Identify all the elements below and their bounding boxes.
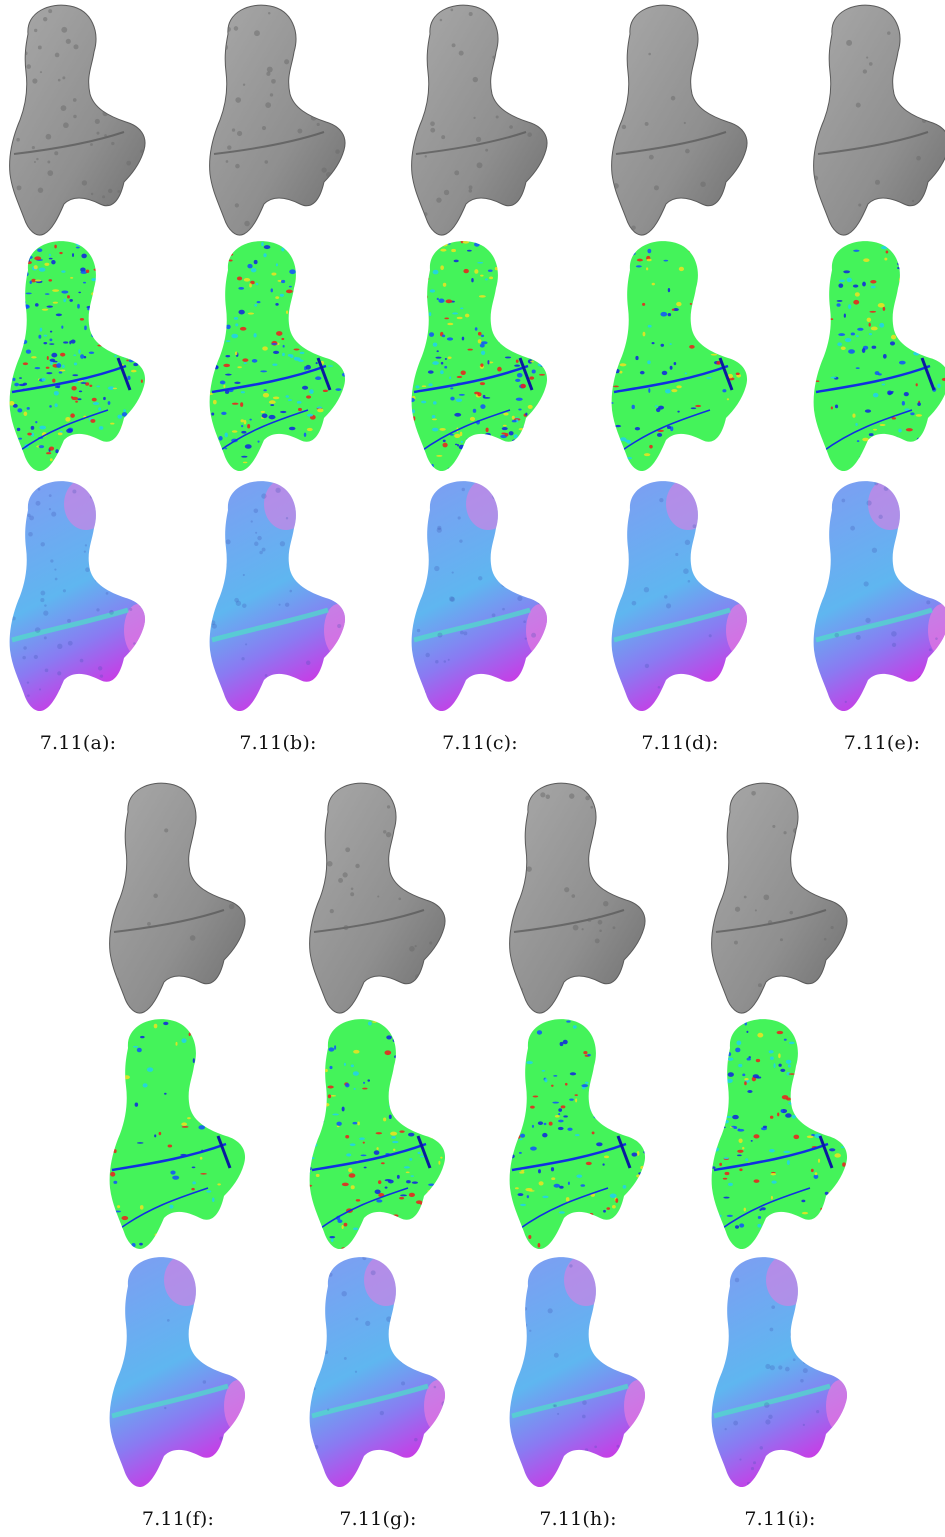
panel-e-normal-map xyxy=(813,481,945,711)
caption-f: 7.11(f): xyxy=(141,1508,215,1530)
panel-c-curvature-map xyxy=(411,241,548,472)
panel-a-shaded-mesh xyxy=(9,4,146,236)
panel-d-curvature-map xyxy=(611,241,748,472)
bone-shaded-surface xyxy=(209,4,346,236)
panel-e-curvature-map xyxy=(813,241,945,472)
panel-b-curvature-map xyxy=(209,241,346,472)
bone-ridge xyxy=(415,131,527,155)
bone-shaded-surface xyxy=(611,4,748,236)
bone-curvature-surface xyxy=(611,241,748,472)
panel-i-curvature-map xyxy=(711,1019,848,1250)
bone-curvature-surface xyxy=(9,241,146,472)
bone-curvature-surface xyxy=(209,241,346,472)
bone-shaded-surface xyxy=(509,782,646,1014)
bone-shaded-surface xyxy=(411,4,548,236)
panel-c-normal-map xyxy=(411,481,548,712)
panel-b-shaded-mesh xyxy=(209,4,346,236)
bone-ridge xyxy=(313,909,425,933)
bone-curvature-surface xyxy=(109,1019,246,1250)
caption-e: 7.11(e): xyxy=(843,732,921,754)
bone-normal-surface xyxy=(611,481,748,712)
bone-normal-surface xyxy=(109,1257,246,1488)
panel-h-shaded-mesh xyxy=(509,782,646,1014)
panel-g-shaded-mesh xyxy=(309,782,446,1014)
panel-d-normal-map xyxy=(611,481,748,712)
bone-curvature-surface xyxy=(411,241,548,472)
bone-normal-surface xyxy=(209,481,346,712)
caption-c: 7.11(c): xyxy=(442,732,518,754)
bone-normal-surface xyxy=(309,1257,446,1488)
bone-shaded-surface xyxy=(309,782,446,1014)
panel-c-shaded-mesh xyxy=(411,4,548,236)
bone-ridge xyxy=(13,131,125,155)
bone-curvature-surface xyxy=(711,1019,848,1250)
bone-ridge xyxy=(213,131,325,155)
panel-g-normal-map xyxy=(309,1257,446,1488)
caption-h: 7.11(h): xyxy=(539,1508,617,1530)
bone-shaded-surface xyxy=(711,782,848,1014)
caption-d: 7.11(d): xyxy=(641,732,719,754)
panel-b-normal-map xyxy=(209,481,346,712)
bone-ridge xyxy=(113,909,225,933)
bone-normal-surface xyxy=(813,481,945,711)
bone-ridge xyxy=(513,909,625,933)
bone-normal-surface xyxy=(711,1257,848,1488)
panel-i-normal-map xyxy=(711,1257,848,1488)
panel-f-curvature-map xyxy=(109,1019,246,1250)
bone-shaded-surface xyxy=(109,782,246,1014)
bone-curvature-surface xyxy=(813,241,945,471)
panel-a-curvature-map xyxy=(9,241,146,472)
panel-f-shaded-mesh xyxy=(109,782,246,1014)
bone-ridge xyxy=(817,131,929,155)
bone-shaded-surface xyxy=(813,4,945,236)
panel-a-normal-map xyxy=(9,481,146,712)
bone-shaded-surface xyxy=(9,4,146,236)
panel-h-normal-map xyxy=(509,1257,646,1488)
bone-normal-surface xyxy=(509,1257,646,1488)
panel-f-normal-map xyxy=(109,1257,246,1488)
caption-g: 7.11(g): xyxy=(339,1508,417,1530)
panel-e-shaded-mesh xyxy=(813,4,945,236)
caption-b: 7.11(b): xyxy=(239,732,317,754)
caption-a: 7.11(a): xyxy=(39,732,117,754)
caption-i: 7.11(i): xyxy=(744,1508,816,1530)
panel-i-shaded-mesh xyxy=(711,782,848,1014)
panel-d-shaded-mesh xyxy=(611,4,748,236)
panel-g-curvature-map xyxy=(309,1019,446,1250)
bone-normal-surface xyxy=(411,481,548,712)
bone-ridge xyxy=(615,131,727,155)
panel-h-curvature-map xyxy=(509,1019,646,1250)
bone-normal-surface xyxy=(9,481,146,712)
